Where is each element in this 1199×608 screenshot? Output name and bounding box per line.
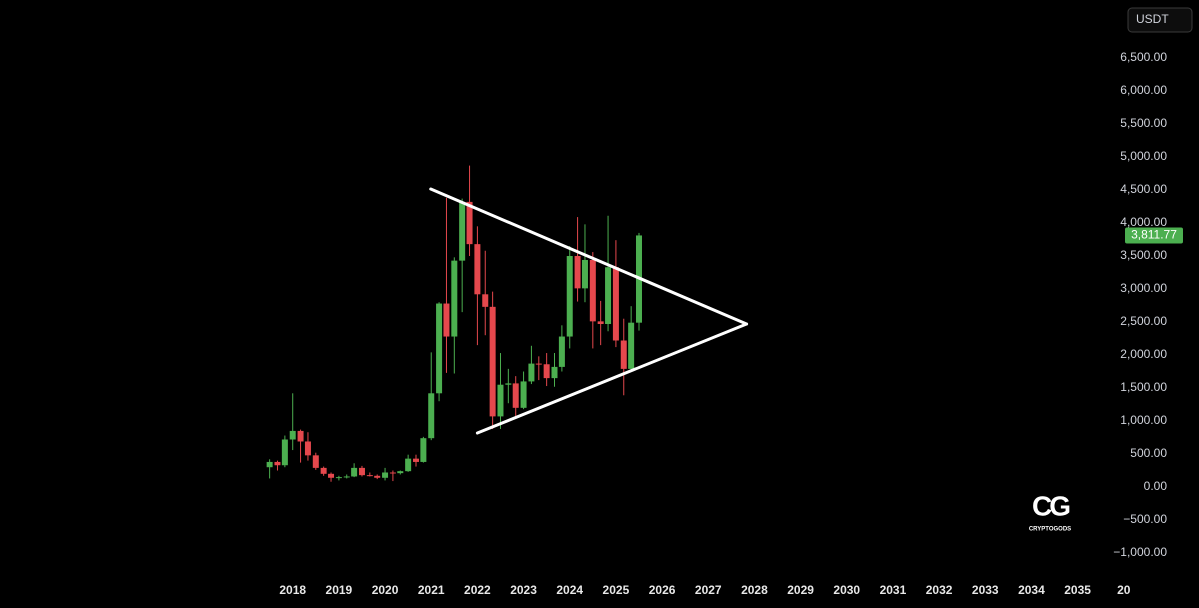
x-tick-label: 2033 <box>972 583 999 597</box>
candle-body <box>281 439 288 466</box>
y-tick-label: 3,000.00 <box>1120 281 1167 295</box>
candle-body <box>389 472 396 474</box>
candle-body <box>289 430 296 440</box>
candle-body <box>520 381 527 408</box>
candle-body <box>382 472 389 478</box>
candle-body <box>397 471 404 474</box>
candle-body <box>558 336 565 367</box>
y-tick-label: 0.00 <box>1144 479 1168 493</box>
candle-body <box>358 467 365 476</box>
y-tick-label: 3,500.00 <box>1120 248 1167 262</box>
x-tick-label: 2024 <box>556 583 583 597</box>
candle-body <box>466 201 473 245</box>
candle-body <box>589 259 596 322</box>
x-tick-label: 2028 <box>741 583 768 597</box>
candle-body <box>551 366 558 379</box>
x-tick-label: 20 <box>1117 583 1131 597</box>
candle-body <box>482 294 489 307</box>
candle-body <box>374 475 381 478</box>
x-tick-label: 2026 <box>649 583 676 597</box>
candle-body <box>412 458 419 462</box>
y-tick-label: 4,500.00 <box>1120 182 1167 196</box>
currency-label[interactable]: USDT <box>1136 12 1169 26</box>
last-price-label: 3,811.77 <box>1131 228 1177 242</box>
candle-body <box>451 260 458 337</box>
currency-button[interactable] <box>1127 7 1193 33</box>
y-tick-label: −1,000.00 <box>1113 545 1167 559</box>
candle-body <box>612 267 619 341</box>
watermark-logo: CG <box>1032 490 1070 521</box>
watermark-name: CRYPTOGODS <box>1029 527 1071 533</box>
x-tick-label: 2025 <box>603 583 630 597</box>
trendline <box>429 187 749 326</box>
candle-body <box>366 475 373 477</box>
candle-body <box>405 458 412 472</box>
x-tick-label: 2020 <box>372 583 399 597</box>
candle-body <box>581 259 588 289</box>
y-tick-label: 2,500.00 <box>1120 314 1167 328</box>
last-price-badge <box>1125 227 1183 244</box>
candle-body <box>335 477 342 479</box>
candle-body <box>420 438 427 462</box>
candle-body <box>443 303 450 337</box>
y-tick-label: 5,500.00 <box>1120 116 1167 130</box>
candle-body <box>566 256 573 337</box>
candle-body <box>528 363 535 382</box>
candle-body <box>274 461 281 466</box>
candle-body <box>351 467 358 477</box>
candle-body <box>297 430 304 442</box>
x-tick-label: 2022 <box>464 583 491 597</box>
candle-body <box>474 244 481 295</box>
x-tick-label: 2021 <box>418 583 445 597</box>
trendline <box>475 322 749 435</box>
candle-body <box>512 383 519 408</box>
x-tick-label: 2027 <box>695 583 722 597</box>
candle-body <box>574 256 581 289</box>
y-tick-label: 500.00 <box>1130 446 1167 460</box>
candle-body <box>320 467 327 474</box>
candle-body <box>343 476 350 478</box>
candle-body <box>505 383 512 385</box>
x-tick-label: 2034 <box>1018 583 1045 597</box>
y-tick-label: 1,500.00 <box>1120 380 1167 394</box>
x-tick-label: 2031 <box>880 583 907 597</box>
candle-body <box>543 364 550 379</box>
candle-body <box>459 201 466 261</box>
candle-body <box>436 303 443 394</box>
candle-body <box>266 461 273 468</box>
x-tick-label: 2032 <box>926 583 953 597</box>
y-tick-label: 5,000.00 <box>1120 149 1167 163</box>
x-tick-label: 2023 <box>510 583 537 597</box>
x-tick-label: 2029 <box>787 583 814 597</box>
candle-body <box>535 363 542 365</box>
candle-body <box>428 393 435 439</box>
y-tick-label: 6,500.00 <box>1120 50 1167 64</box>
candle-body <box>304 441 311 456</box>
y-tick-label: 6,000.00 <box>1120 83 1167 97</box>
y-tick-label: 2,000.00 <box>1120 347 1167 361</box>
y-tick-label: 4,000.00 <box>1120 215 1167 229</box>
x-tick-label: 2018 <box>279 583 306 597</box>
candle-body <box>605 267 612 324</box>
candle-body <box>328 473 335 478</box>
y-tick-label: 1,000.00 <box>1120 413 1167 427</box>
candle-body <box>489 306 496 417</box>
candle-body <box>620 340 627 369</box>
y-tick-label: −500.00 <box>1123 512 1167 526</box>
candle-body <box>628 322 635 369</box>
candle-body <box>497 384 504 417</box>
x-tick-label: 2019 <box>326 583 353 597</box>
x-tick-label: 2030 <box>833 583 860 597</box>
x-tick-label: 2035 <box>1064 583 1091 597</box>
candle-body <box>312 455 319 468</box>
candle-body <box>597 321 604 324</box>
